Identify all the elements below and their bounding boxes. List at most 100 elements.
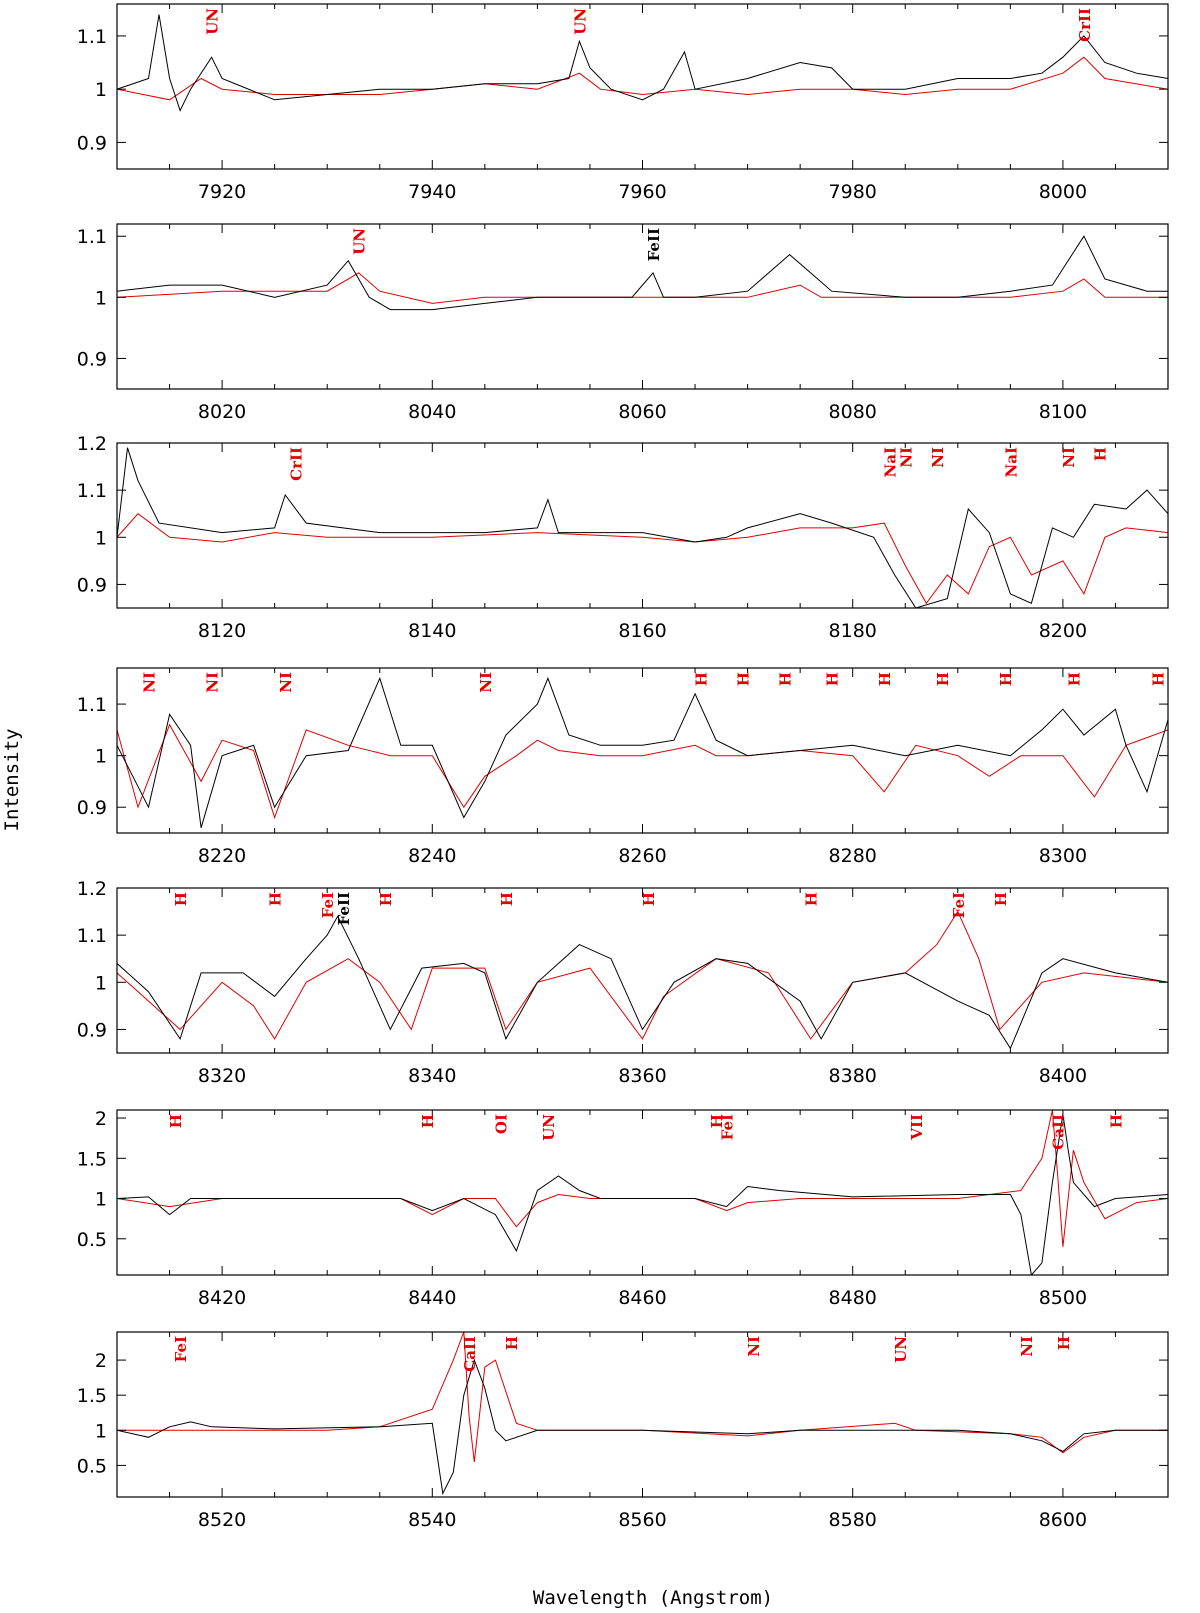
x-tick-label: 8220	[198, 845, 246, 867]
y-tick-label: 0.9	[77, 348, 107, 370]
spectral-line-label: CrII	[1076, 8, 1094, 42]
x-tick-label: 8440	[408, 1287, 456, 1309]
spectral-line-label: H	[1055, 1336, 1073, 1350]
spectral-line-label: H	[776, 672, 794, 686]
y-tick-label: 1	[95, 972, 107, 994]
x-tick-label: 8260	[618, 845, 666, 867]
panel-1-plot-area	[117, 14, 1168, 112]
x-tick-label: 8080	[829, 401, 877, 423]
spectral-line-label: H	[267, 892, 285, 906]
spectral-line-label: VII	[908, 1114, 926, 1141]
spectral-line-label: H	[377, 892, 395, 906]
spectral-line-label: FeI	[719, 1114, 737, 1140]
panel-3-plot-area	[117, 447, 1168, 608]
x-tick-label: 7920	[198, 181, 246, 203]
spectrum-black-panel-6	[117, 1113, 1168, 1275]
panel-7-plot-area	[117, 1332, 1168, 1496]
x-tick-label: 8140	[408, 620, 456, 642]
spectral-line-label: H	[498, 892, 516, 906]
spectral-line-label: NI	[1060, 447, 1078, 468]
spectral-line-label: UN	[204, 8, 222, 35]
y-tick-label: 1	[95, 79, 107, 101]
spectral-line-label: H	[692, 672, 710, 686]
x-tick-label: 8200	[1039, 620, 1087, 642]
spectral-line-label: NI	[1018, 1336, 1036, 1357]
spectral-line-label: NI	[929, 447, 947, 468]
spectral-line-label: H	[640, 892, 658, 906]
x-tick-label: 8600	[1039, 1509, 1087, 1531]
x-tick-label: 7940	[408, 181, 456, 203]
spectral-line-label: H	[1065, 672, 1083, 686]
x-tick-label: 7960	[618, 181, 666, 203]
x-tick-label: 8240	[408, 845, 456, 867]
x-tick-label: 8360	[618, 1065, 666, 1087]
spectrum-red-panel-1	[117, 56, 1168, 101]
y-tick-label: 1.1	[77, 26, 107, 48]
panel-2-plot-area	[117, 235, 1168, 311]
x-tick-label: 8320	[198, 1065, 246, 1087]
spectral-line-label: CrII	[288, 447, 306, 481]
y-tick-label: 0.5	[77, 1455, 107, 1477]
spectral-line-label: FeI	[319, 892, 337, 918]
y-tick-label: 0.9	[77, 1019, 107, 1041]
y-tick-label: 2	[95, 1108, 107, 1130]
spectral-line-label: FeII	[645, 228, 663, 261]
spectrum-black-panel-2	[117, 235, 1168, 311]
y-tick-label: 1	[95, 1189, 107, 1211]
panel-7-frame	[116, 1331, 1169, 1498]
y-tick-label: 1	[95, 287, 107, 309]
x-tick-label: 8120	[198, 620, 246, 642]
x-tick-label: 7980	[829, 181, 877, 203]
x-tick-label: 8060	[618, 401, 666, 423]
spectral-line-label: NaI	[882, 447, 900, 477]
y-tick-label: 1	[95, 1420, 107, 1442]
spectral-line-label: CaII	[461, 1336, 479, 1372]
spectrum-red-panel-5	[117, 910, 1168, 1040]
x-tick-label: 8340	[408, 1065, 456, 1087]
x-tick-label: 8520	[198, 1509, 246, 1531]
spectrum-red-panel-2	[117, 272, 1168, 304]
spectral-line-label: NaI	[1002, 447, 1020, 477]
x-tick-label: 8420	[198, 1287, 246, 1309]
spectral-line-label: H	[997, 672, 1015, 686]
y-tick-label: 1.2	[77, 878, 107, 900]
spectral-line-label: H	[934, 672, 952, 686]
x-tick-label: 8540	[408, 1509, 456, 1531]
spectral-line-label: H	[167, 1114, 185, 1128]
x-tick-label: 8180	[829, 620, 877, 642]
spectral-line-label: H	[1107, 1114, 1125, 1128]
y-tick-label: 1.1	[77, 226, 107, 248]
spectral-line-label: NI	[277, 672, 295, 693]
panel-7: 8520 8540 8560 8580 8600 0.5 1 1.5 2 FeI CaII H NI UN…	[77, 1331, 1169, 1531]
y-tick-label: 1	[95, 527, 107, 549]
spectral-line-label: OI	[493, 1114, 511, 1134]
y-tick-label: 1.1	[77, 480, 107, 502]
panel-4: 8220 8240 8260 8280 8300 0.9 1 1.1 NI NI NI NI H H H H H…	[77, 667, 1169, 867]
spectral-line-label: NI	[745, 1336, 763, 1357]
panel-2: 8020 8040 8060 8080 8100 0.9 1 1.1 UN FeII	[77, 223, 1169, 423]
spectral-line-label: UN	[540, 1114, 558, 1141]
spectral-line-label: FeII	[335, 892, 353, 925]
y-tick-label: 1	[95, 746, 107, 768]
spectral-line-label: H	[876, 672, 894, 686]
spectral-line-label: H	[1092, 447, 1110, 461]
spectral-line-label: H	[708, 1114, 726, 1128]
panel-6-plot-area	[117, 1110, 1168, 1275]
y-tick-label: 1.5	[77, 1148, 107, 1170]
spectrum-black-panel-4	[117, 676, 1168, 828]
y-tick-label: 1.2	[77, 433, 107, 455]
x-tick-label: 8580	[829, 1509, 877, 1531]
y-tick-label: 1.1	[77, 694, 107, 716]
y-tick-label: 0.9	[77, 797, 107, 819]
x-tick-label: 8480	[829, 1287, 877, 1309]
spectral-line-label: H	[419, 1114, 437, 1128]
x-tick-label: 8400	[1039, 1065, 1087, 1087]
spectral-line-label: UN	[351, 228, 369, 255]
spectral-line-label: UN	[892, 1336, 910, 1363]
spectral-line-label: NI	[477, 672, 495, 693]
panel-1: 7920 7940 7960 7980 8000 0.9 1 1.1 UN UN CrII	[77, 3, 1169, 203]
x-tick-label: 8300	[1039, 845, 1087, 867]
